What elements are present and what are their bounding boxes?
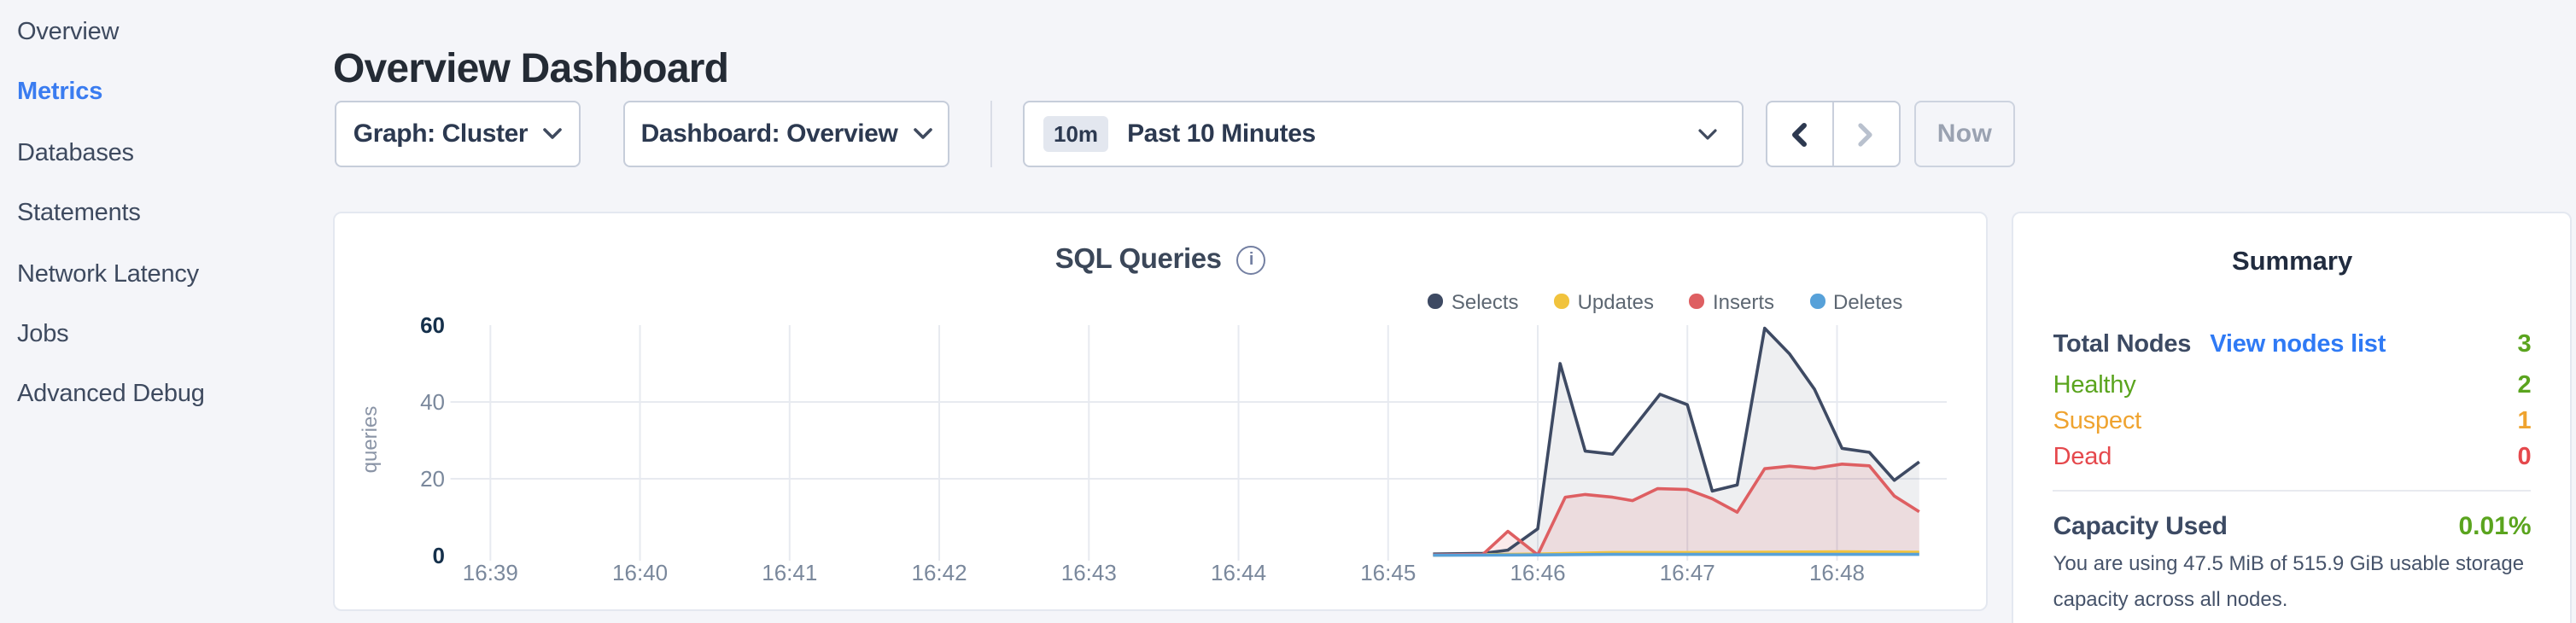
- x-tick-label: 16:41: [762, 560, 817, 585]
- legend-item-deletes[interactable]: Deletes: [1810, 289, 1902, 313]
- capacity-used-value: 0.01%: [2458, 511, 2532, 540]
- legend-item-selects[interactable]: Selects: [1428, 289, 1519, 313]
- summary-row-suspect: Suspect 1: [2053, 408, 2532, 435]
- view-nodes-list-link[interactable]: View nodes list: [2210, 331, 2386, 358]
- sql-queries-chart: 16:39 16:40 16:41 16:42 16:43 16:44 16:45 16:46…: [359, 312, 1947, 585]
- legend-dot: [1689, 294, 1704, 309]
- legend-item-updates[interactable]: Updates: [1554, 289, 1654, 313]
- legend-dot: [1428, 294, 1443, 309]
- sidebar-item-network-latency[interactable]: Network Latency: [17, 260, 199, 288]
- summary-panel: Summary Total Nodes View nodes list 3 Healt…: [2012, 212, 2573, 623]
- summary-row-label: Suspect: [2053, 408, 2142, 435]
- y-tick-label: 60: [420, 312, 445, 338]
- now-button[interactable]: Now: [1914, 101, 2015, 167]
- y-tick-label: 0: [433, 543, 445, 568]
- page-title: Overview Dashboard: [333, 46, 729, 93]
- time-range-label: Past 10 Minutes: [1127, 119, 1316, 148]
- sidebar-item-metrics[interactable]: Metrics: [17, 79, 103, 107]
- sidebar: Overview Metrics Databases Statements Networ…: [0, 0, 331, 623]
- chevron-down-icon: [543, 128, 563, 139]
- x-tick-label: 16:44: [1211, 560, 1266, 585]
- chevron-left-icon: [1792, 122, 1808, 146]
- sidebar-item-statements[interactable]: Statements: [17, 200, 141, 228]
- summary-row-total-nodes: Total Nodes View nodes list 3: [2053, 331, 2532, 358]
- summary-row-healthy: Healthy 2: [2053, 371, 2532, 399]
- summary-row-value: 3: [2517, 331, 2532, 358]
- graph-scope-dropdown[interactable]: Graph: Cluster: [335, 101, 581, 167]
- capacity-description: You are using 47.5 MiB of 515.9 GiB usab…: [2053, 551, 2525, 611]
- legend-dot: [1810, 294, 1825, 309]
- legend-label: Deletes: [1833, 289, 1903, 313]
- chart-legend: Selects Updates Inserts Deletes: [1428, 289, 1902, 313]
- summary-divider: [2053, 489, 2532, 491]
- chevron-right-icon: [1858, 122, 1872, 146]
- x-tick-label: 16:42: [912, 560, 967, 585]
- series-area-inserts: [1433, 463, 1919, 556]
- summary-title: Summary: [2231, 247, 2353, 277]
- sidebar-item-jobs[interactable]: Jobs: [17, 320, 69, 348]
- legend-dot: [1554, 294, 1569, 309]
- summary-row-dead: Dead 0: [2053, 444, 2532, 471]
- time-range-dropdown[interactable]: 10m Past 10 Minutes: [1023, 101, 1744, 167]
- x-tick-label: 16:45: [1360, 560, 1416, 585]
- time-range-badge: 10m: [1043, 116, 1109, 152]
- capacity-used-label: Capacity Used: [2053, 511, 2228, 540]
- x-tick-label: 16:40: [612, 560, 668, 585]
- x-tick-label: 16:46: [1510, 560, 1565, 585]
- x-tick-label: 16:48: [1809, 560, 1865, 585]
- series-area-selects: [1433, 328, 1919, 556]
- chevron-down-icon: [1698, 128, 1717, 139]
- y-tick-label: 20: [420, 466, 445, 492]
- summary-row-label: Dead: [2053, 444, 2112, 471]
- x-tick-label: 16:43: [1061, 560, 1117, 585]
- legend-label: Inserts: [1712, 289, 1774, 313]
- series-line-deletes: [1433, 552, 1919, 557]
- chart-title: SQL Queries: [1054, 244, 1222, 275]
- summary-row-value: 0: [2517, 444, 2532, 471]
- x-tick-label: 16:39: [463, 560, 518, 585]
- time-step-forward-button[interactable]: [1834, 102, 1899, 166]
- summary-row-value: 2: [2517, 371, 2532, 399]
- x-tick-label: 16:47: [1660, 560, 1715, 585]
- time-step-buttons: [1766, 101, 1900, 167]
- summary-row-value: 1: [2517, 408, 2532, 435]
- sidebar-item-advanced-debug[interactable]: Advanced Debug: [17, 381, 205, 409]
- legend-item-inserts[interactable]: Inserts: [1689, 289, 1774, 313]
- summary-row-label: Total Nodes: [2053, 331, 2192, 358]
- dashboard-dropdown[interactable]: Dashboard: Overview: [623, 101, 949, 167]
- sql-queries-chart-card: 16:39 16:40 16:41 16:42 16:43 16:44 16:45 16:46…: [333, 212, 1989, 611]
- legend-label: Updates: [1577, 289, 1654, 313]
- chevron-down-icon: [913, 128, 932, 139]
- sidebar-item-overview[interactable]: Overview: [17, 19, 120, 46]
- info-icon[interactable]: i: [1236, 246, 1266, 275]
- y-tick-label: 40: [420, 389, 445, 415]
- graph-scope-label: Graph: Cluster: [353, 119, 529, 148]
- now-button-label: Now: [1936, 119, 1993, 148]
- legend-label: Selects: [1451, 289, 1519, 313]
- time-step-back-button[interactable]: [1767, 102, 1834, 166]
- sidebar-item-databases[interactable]: Databases: [17, 139, 134, 167]
- y-axis-label: queries: [359, 406, 382, 474]
- dashboard-label: Dashboard: Overview: [640, 119, 898, 148]
- series-line-selects: [1433, 326, 1920, 556]
- summary-row-label: Healthy: [2053, 371, 2136, 399]
- toolbar-divider: [990, 101, 992, 167]
